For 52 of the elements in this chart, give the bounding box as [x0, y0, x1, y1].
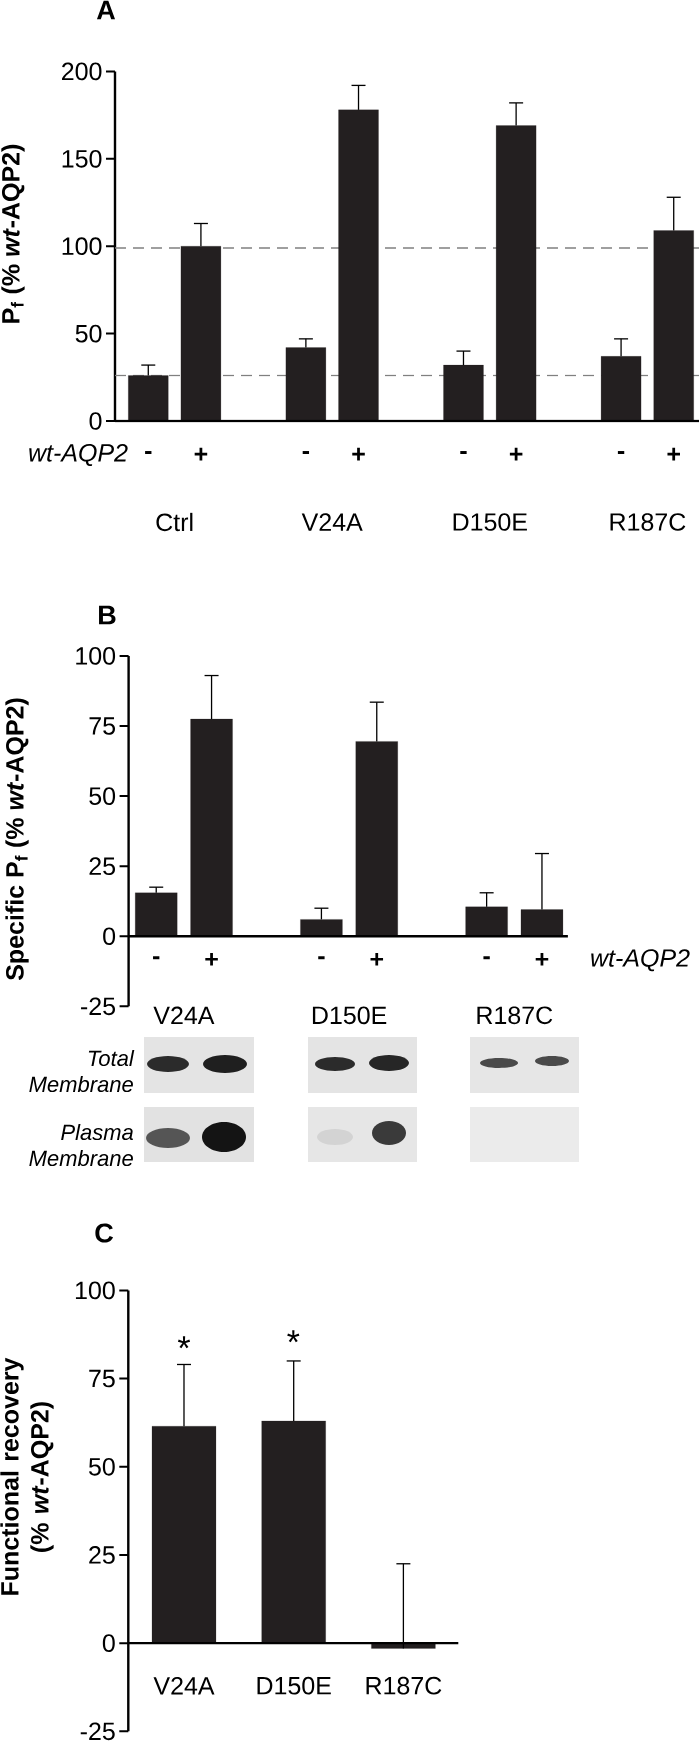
series-label: -: [153, 956, 160, 960]
chart-title: B: [99, 605, 116, 625]
x-tick-label: V24A: [301, 513, 363, 531]
y-tick-label: 0: [102, 1634, 115, 1652]
text: +: [667, 447, 680, 461]
legend-title: wt-AQP2: [591, 949, 690, 972]
y-tick-label: 0: [89, 412, 102, 430]
annotation: *: [287, 1330, 300, 1343]
y-tick-label: 100: [75, 1281, 115, 1300]
text: -: [460, 451, 467, 455]
x-tick-label: D150E: [312, 1006, 387, 1025]
text: +: [535, 952, 549, 966]
text: +: [370, 952, 384, 966]
series-label: +: [205, 952, 218, 966]
chart-title: A: [96, 0, 116, 20]
text: Total Membrane: [29, 1049, 135, 1093]
y-tick-label: 200: [62, 62, 102, 81]
x-tick-label: R187C: [610, 513, 686, 531]
y-tick-label: 75: [89, 717, 116, 735]
x-tick-label: D150E: [257, 1676, 331, 1695]
text: +: [509, 447, 523, 461]
annotation: *: [177, 1336, 191, 1349]
y-tick-label: 75: [89, 1369, 115, 1388]
x-tick-label: D150E: [453, 513, 527, 531]
legend-title: wt-AQP2: [29, 443, 128, 467]
x-tick-label: R187C: [366, 1676, 442, 1695]
y-tick-label: -25: [81, 997, 116, 1016]
y-tick-label: 100: [62, 237, 102, 256]
y-tick-label: 0: [103, 927, 116, 946]
x-tick-label: Ctrl: [156, 512, 193, 532]
y-tick-label: -25: [80, 1722, 115, 1741]
text: Plasma Membrane: [29, 1123, 134, 1167]
y-tick-label: 25: [89, 857, 116, 876]
x-tick-label: V24A: [153, 1006, 215, 1025]
y-tick-label: 100: [76, 647, 116, 665]
y-axis-title: P$_{f}$ (% wt-AQP2): [1, 144, 25, 323]
y-tick-label: 25: [89, 1546, 115, 1564]
series-label: +: [194, 447, 208, 461]
y-tick-label: 50: [75, 324, 102, 343]
text: +: [352, 447, 365, 461]
text: -: [318, 956, 325, 960]
y-tick-label: 50: [88, 1457, 115, 1476]
y-tick-label: 150: [62, 149, 102, 168]
text: -: [302, 451, 310, 455]
x-tick-label: V24A: [153, 1676, 215, 1695]
chart-title: C: [95, 1223, 114, 1243]
text: -: [617, 451, 625, 455]
text: -: [483, 956, 490, 960]
y-axis-title: Specific P$_{f}$ (% wt-AQP2): [5, 698, 29, 981]
series-label: -: [145, 451, 152, 455]
y-tick-label: 50: [89, 787, 116, 805]
x-tick-label: R187C: [477, 1006, 553, 1025]
